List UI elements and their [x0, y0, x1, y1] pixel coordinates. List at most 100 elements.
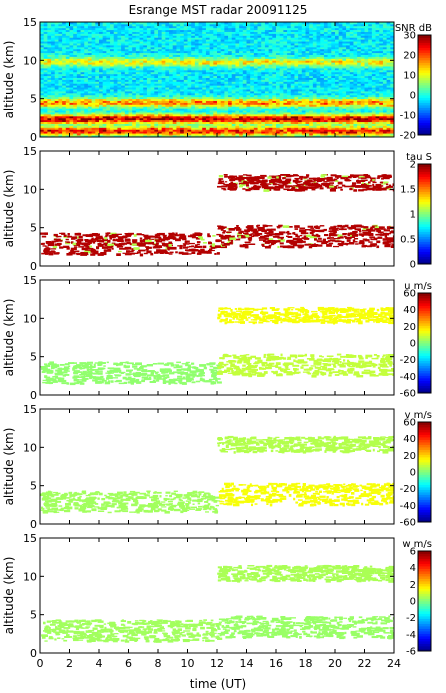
heatmap-cell [65, 135, 70, 137]
heatmap-cell [327, 75, 332, 78]
heatmap-cell [298, 92, 303, 96]
heatmap-cell [331, 102, 336, 105]
heatmap-cell [305, 92, 310, 96]
heatmap-cell [279, 25, 284, 29]
heatmap-cell [309, 121, 314, 124]
heatmap-cell [272, 66, 277, 69]
heatmap-cell [331, 91, 336, 94]
heatmap-cell [176, 45, 181, 48]
heatmap-cell [62, 35, 67, 38]
heatmap-cell [235, 129, 240, 132]
heatmap-cell [176, 75, 181, 78]
heatmap-cell [335, 114, 340, 117]
heatmap-cell [246, 68, 251, 71]
heatmap-cell [132, 131, 137, 134]
heatmap-cell [283, 25, 288, 29]
heatmap-cell [231, 22, 236, 25]
heatmap-cell [198, 22, 203, 25]
heatmap-cell [124, 117, 129, 121]
heatmap-cell [309, 89, 314, 92]
heatmap-cell [228, 91, 233, 94]
heatmap-cell [305, 106, 310, 109]
heatmap-cell [128, 39, 133, 42]
heatmap-cell [235, 121, 240, 124]
heatmap-cell [298, 102, 303, 105]
heatmap-cell [43, 121, 48, 124]
heatmap-cell [301, 135, 306, 137]
heatmap-cell [69, 66, 74, 69]
heatmap-cell [65, 68, 70, 71]
heatmap-cell [235, 125, 240, 128]
heatmap-cell [80, 77, 85, 80]
heatmap-cell [276, 54, 281, 57]
heatmap-cell [132, 37, 137, 40]
heatmap-cell [135, 48, 140, 52]
heatmap-cell [264, 54, 270, 57]
heatmap-cell [242, 127, 247, 130]
heatmap-cell [235, 71, 240, 75]
heatmap-cell [331, 89, 336, 92]
heatmap-cell [169, 35, 174, 38]
heatmap-cell [253, 27, 258, 31]
heatmap-cell [47, 68, 52, 71]
heatmap-cell [139, 98, 144, 101]
heatmap-cell [87, 71, 93, 75]
heatmap-cell [309, 85, 314, 88]
heatmap-cell [51, 89, 56, 92]
heatmap-cell [91, 106, 96, 109]
heatmap-cell [294, 106, 299, 109]
heatmap-cell [217, 58, 222, 61]
heatmap-cell [268, 52, 273, 55]
heatmap-cell [220, 112, 225, 115]
heatmap-cell [342, 121, 347, 124]
heatmap-cell [143, 87, 148, 90]
heatmap-cell [128, 27, 133, 31]
heatmap-cell [290, 104, 295, 107]
heatmap-cell [121, 125, 126, 128]
heatmap-cell [320, 25, 325, 29]
heatmap-cell [69, 77, 74, 80]
heatmap-cell [283, 106, 288, 109]
heatmap-cell [294, 127, 299, 130]
heatmap-cell [250, 29, 255, 32]
heatmap-cell [40, 64, 45, 67]
heatmap-cell [194, 91, 199, 94]
heatmap-cell [139, 45, 144, 48]
heatmap-cell [194, 121, 199, 124]
heatmap-cell [239, 48, 244, 52]
heatmap-cell [106, 131, 111, 134]
heatmap-cell [76, 79, 81, 82]
heatmap-cell [76, 29, 81, 32]
heatmap-cell [268, 64, 273, 67]
heatmap-cell [80, 94, 85, 98]
heatmap-cell [143, 83, 148, 86]
heatmap-cell [261, 131, 266, 134]
heatmap-cell [224, 68, 229, 71]
heatmap-cell [235, 119, 240, 123]
heatmap-cell [283, 43, 288, 46]
heatmap-cell [106, 123, 111, 126]
heatmap-cell [154, 35, 159, 38]
heatmap-cell [106, 127, 111, 130]
heatmap-cell [146, 43, 152, 46]
heatmap-cell [205, 100, 211, 103]
heatmap-cell [99, 98, 104, 101]
heatmap-cell [128, 135, 133, 137]
heatmap-cell [87, 85, 93, 88]
heatmap-cell [95, 50, 100, 54]
heatmap-cell [305, 131, 310, 134]
heatmap-cell [110, 46, 115, 50]
heatmap-cell [283, 29, 288, 32]
heatmap-cell [80, 69, 85, 73]
heatmap-cell [250, 37, 255, 40]
heatmap-cell [205, 135, 211, 137]
heatmap-cell [213, 96, 218, 100]
heatmap-cell [335, 27, 340, 31]
heatmap-cell [338, 69, 343, 73]
heatmap-cell [213, 117, 218, 121]
heatmap-cell [121, 29, 126, 32]
heatmap-cell [40, 92, 45, 96]
heatmap-cell [261, 35, 266, 38]
heatmap-cell [335, 94, 340, 98]
heatmap-cell [47, 73, 52, 77]
